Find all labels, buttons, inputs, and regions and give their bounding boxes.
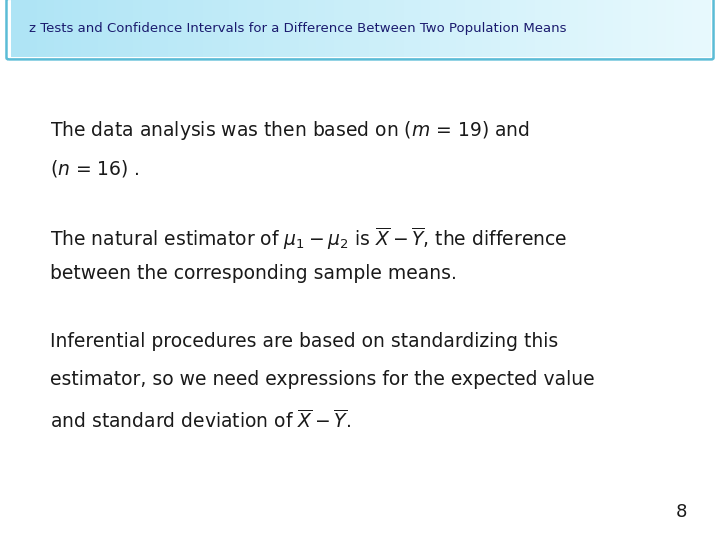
Bar — [194, 0, 205, 57]
Bar — [648, 0, 659, 57]
Bar — [273, 0, 284, 57]
Bar — [413, 0, 423, 57]
Bar — [508, 0, 519, 57]
Text: estimator, so we need expressions for the expected value: estimator, so we need expressions for th… — [50, 370, 595, 389]
Bar — [316, 0, 327, 57]
Bar — [115, 0, 127, 57]
Bar — [55, 0, 66, 57]
Bar — [595, 0, 606, 57]
Bar — [229, 0, 240, 57]
Bar — [605, 0, 616, 57]
Bar — [46, 0, 57, 57]
Bar — [186, 0, 197, 57]
Bar — [299, 0, 310, 57]
Bar — [404, 0, 415, 57]
Bar — [255, 0, 266, 57]
Bar — [282, 0, 292, 57]
Bar — [168, 0, 179, 57]
Bar — [19, 0, 30, 57]
Bar — [212, 0, 222, 57]
Text: and standard deviation of $\overline{X} - \overline{Y}$.: and standard deviation of $\overline{X} … — [50, 409, 351, 432]
Bar — [622, 0, 633, 57]
Bar — [692, 0, 703, 57]
Bar — [430, 0, 441, 57]
Bar — [386, 0, 397, 57]
Bar — [360, 0, 371, 57]
Bar — [578, 0, 589, 57]
Bar — [203, 0, 214, 57]
Bar — [176, 0, 187, 57]
Bar — [351, 0, 362, 57]
Bar — [544, 0, 554, 57]
Bar — [220, 0, 231, 57]
Bar — [657, 0, 667, 57]
Bar — [421, 0, 432, 57]
Bar — [238, 0, 248, 57]
Text: between the corresponding sample means.: between the corresponding sample means. — [50, 264, 457, 283]
Bar — [28, 0, 39, 57]
Text: Inferential procedures are based on standardizing this: Inferential procedures are based on stan… — [50, 332, 559, 350]
Bar — [517, 0, 528, 57]
Bar — [552, 0, 563, 57]
Bar — [665, 0, 677, 57]
Bar — [142, 0, 153, 57]
Bar — [534, 0, 546, 57]
Bar — [447, 0, 458, 57]
Bar — [246, 0, 258, 57]
Bar — [561, 0, 572, 57]
Bar — [11, 0, 22, 57]
Bar — [98, 0, 109, 57]
Text: The natural estimator of $\mu_1 - \mu_2$ is $\overline{X} - \overline{Y}$, the d: The natural estimator of $\mu_1 - \mu_2$… — [50, 225, 567, 252]
Bar — [701, 0, 711, 57]
Bar — [133, 0, 144, 57]
Bar — [307, 0, 318, 57]
Bar — [63, 0, 74, 57]
Bar — [150, 0, 161, 57]
Bar — [377, 0, 388, 57]
Bar — [89, 0, 100, 57]
Text: 8: 8 — [676, 503, 688, 521]
Bar — [343, 0, 354, 57]
Text: ($n$ = 16) .: ($n$ = 16) . — [50, 158, 140, 179]
Bar — [631, 0, 642, 57]
Bar — [290, 0, 301, 57]
Bar — [456, 0, 467, 57]
Bar — [474, 0, 485, 57]
Text: z Tests and Confidence Intervals for a Difference Between Two Population Means: z Tests and Confidence Intervals for a D… — [29, 22, 567, 35]
Bar — [570, 0, 580, 57]
Bar — [81, 0, 91, 57]
Bar — [639, 0, 650, 57]
Bar — [334, 0, 345, 57]
Bar — [500, 0, 510, 57]
Bar — [369, 0, 379, 57]
Bar — [482, 0, 493, 57]
Bar — [107, 0, 117, 57]
Bar — [72, 0, 83, 57]
Bar — [674, 0, 685, 57]
Bar — [438, 0, 449, 57]
Text: The data analysis was then based on ($m$ = 19) and: The data analysis was then based on ($m$… — [50, 119, 530, 142]
Bar — [264, 0, 275, 57]
Bar — [159, 0, 170, 57]
Bar — [587, 0, 598, 57]
Bar — [465, 0, 476, 57]
Bar — [683, 0, 694, 57]
Bar — [395, 0, 406, 57]
Bar — [491, 0, 502, 57]
Bar — [125, 0, 135, 57]
Bar — [613, 0, 624, 57]
Bar — [325, 0, 336, 57]
Bar — [37, 0, 48, 57]
Bar — [526, 0, 537, 57]
